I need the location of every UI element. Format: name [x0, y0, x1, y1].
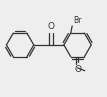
- Text: O: O: [48, 22, 54, 31]
- Text: O: O: [74, 65, 81, 74]
- Text: Br: Br: [73, 16, 81, 25]
